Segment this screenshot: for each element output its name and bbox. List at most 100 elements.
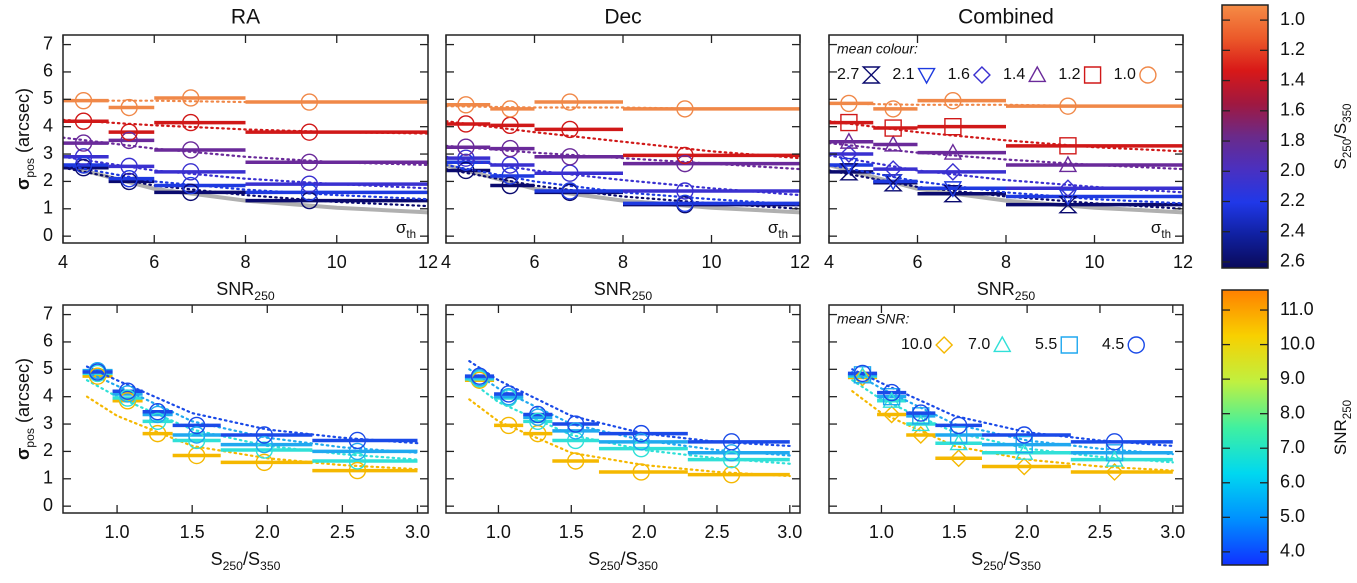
x-tick-label: 6 (912, 252, 922, 272)
panel: Dec 4 6 8 10 12 (441, 6, 810, 272)
colorbar-tick-label: 2.6 (1280, 251, 1305, 271)
marker (118, 382, 137, 400)
y-tick-label: 7 (43, 33, 53, 53)
legend-label: 5.5 (1035, 336, 1057, 353)
legend-label: 1.0 (1114, 66, 1136, 83)
x-tick-label: 8 (240, 252, 250, 272)
marker (529, 405, 547, 424)
x-axis-label-part: 250 (254, 289, 275, 303)
marker (148, 403, 167, 421)
reference-label: σth (1151, 218, 1171, 241)
panel-title: RA (231, 6, 260, 29)
legend-label: 10.0 (901, 336, 932, 353)
x-tick-label: 1.5 (180, 522, 205, 542)
marker (949, 449, 968, 468)
legend-label: 2.1 (892, 66, 914, 83)
x-axis-label-part: /S (243, 549, 260, 569)
x-tick-label: 1.0 (105, 522, 130, 542)
colorbar-tick-label: 2.4 (1280, 220, 1305, 240)
marker (943, 181, 963, 198)
marker (722, 451, 741, 469)
marker (529, 412, 547, 430)
marker (944, 117, 962, 136)
marker (470, 367, 489, 385)
marker (182, 141, 200, 159)
y-tick-label: 1 (43, 198, 53, 218)
x-tick-label: 3.0 (405, 522, 430, 542)
x-tick-label: 2.0 (632, 522, 657, 542)
x-axis-label-part: 250 (983, 559, 1004, 573)
y-tick-label: 4 (43, 115, 53, 135)
marker (883, 174, 903, 191)
marker (722, 444, 741, 462)
panel-frame (62, 34, 429, 244)
marker (348, 442, 367, 461)
marker (949, 416, 968, 435)
marker (120, 157, 138, 175)
x-axis-label: S250/S350 (971, 549, 1041, 573)
x-axis-label-part: 250 (223, 559, 244, 573)
x-tick-label: 2.0 (1015, 522, 1040, 542)
marker (182, 183, 200, 201)
marker (348, 452, 367, 470)
marker (632, 433, 650, 451)
marker (853, 366, 872, 384)
legend-marker (993, 335, 1012, 353)
marker (255, 426, 273, 444)
marker (74, 92, 93, 110)
marker (884, 100, 902, 118)
x-tick-label: 4 (824, 252, 834, 272)
marker (255, 441, 273, 459)
x-tick-label: 12 (790, 252, 810, 272)
marker (882, 383, 901, 402)
colorbar-label-part: 350 (1342, 104, 1354, 123)
legend-marker (972, 66, 991, 84)
legend-label: 7.0 (968, 336, 990, 353)
fit-curve (851, 368, 1174, 448)
marker (882, 387, 901, 406)
legend-marker (1083, 66, 1102, 84)
marker (88, 363, 107, 381)
marker (949, 426, 968, 444)
x-axis-label: SNR250 (594, 279, 653, 303)
marker (884, 119, 902, 137)
marker (632, 440, 650, 458)
marker (501, 100, 519, 118)
marker (457, 153, 475, 171)
panel-title: Dec (604, 6, 641, 29)
y-axis-label-part: σ (13, 178, 33, 190)
marker (676, 100, 694, 118)
fit-curve (446, 120, 800, 160)
fit-curve (85, 379, 419, 461)
legend-label: 1.6 (948, 66, 970, 83)
colorbar-label: S250/S350 (1331, 104, 1354, 170)
fit-curve (63, 136, 428, 167)
marker (1058, 155, 1078, 173)
marker (632, 463, 650, 481)
legend-marker (917, 67, 936, 85)
colorbar-tick-label: 1.2 (1280, 39, 1305, 59)
colorbar-tick-label: 8.0 (1280, 402, 1305, 422)
marker (839, 157, 859, 175)
marker (501, 139, 519, 158)
x-tick-label: 4 (58, 252, 68, 272)
y-tick-label: 7 (43, 303, 53, 323)
x-tick-label: 2.5 (330, 522, 355, 542)
marker (566, 422, 585, 440)
reference-label: σth (396, 218, 416, 241)
y-axis-label-part: (arcsec) (13, 358, 33, 428)
panel: Combined 4 6 8 10 12 mean colour: 2.7 2.1 1.6 1.4 1… (824, 6, 1193, 272)
panel-frame (445, 304, 801, 514)
marker (840, 113, 858, 132)
marker (300, 183, 319, 201)
marker (74, 156, 93, 174)
colorbar-tick-label: 5.0 (1280, 506, 1305, 526)
colorbar-tick-label: 11.0 (1280, 299, 1314, 319)
panel: 1.0 1.5 2.0 2.5 3.0 (445, 304, 802, 542)
y-tick-label: 3 (43, 143, 53, 163)
plot-area (63, 89, 428, 215)
marker (300, 153, 319, 171)
y-axis-label-part: σ (13, 448, 33, 460)
marker (499, 385, 518, 403)
marker (255, 435, 273, 454)
